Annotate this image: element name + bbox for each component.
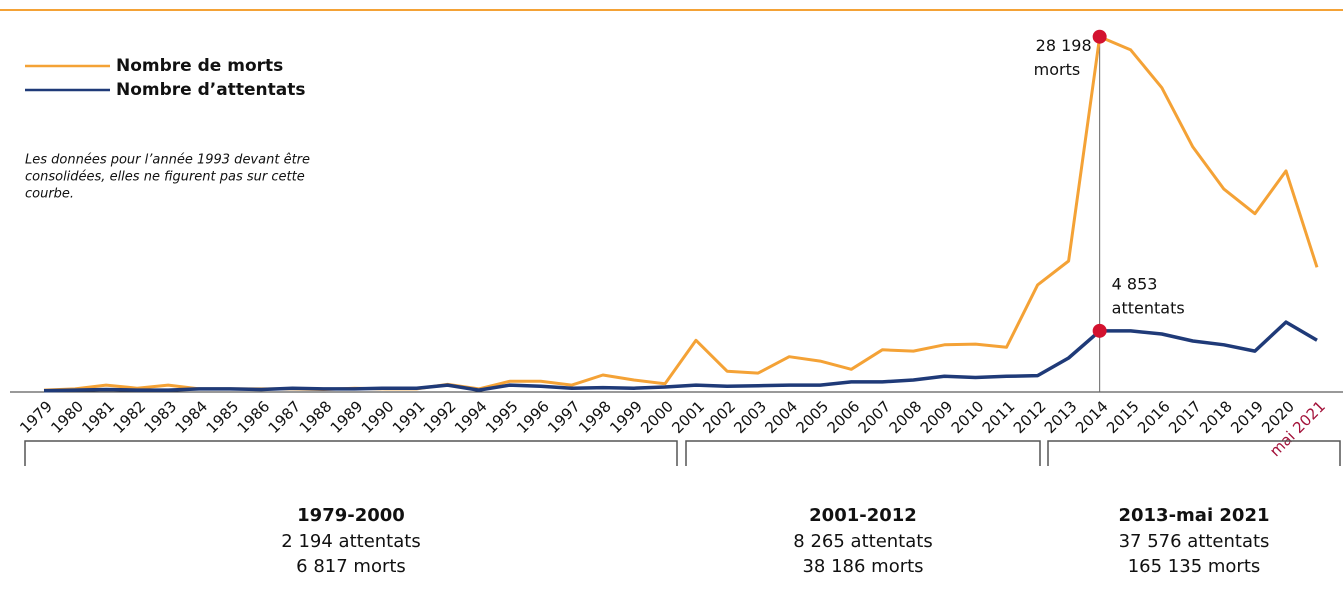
annotation-value: 4 853 xyxy=(1112,274,1158,293)
x-tick-label: 2014 xyxy=(1072,397,1112,437)
period-detail: 165 135 morts xyxy=(1128,556,1261,577)
x-tick-label: 2017 xyxy=(1165,397,1205,437)
x-tick-label: 1996 xyxy=(513,397,553,437)
x-tick-label: 1990 xyxy=(358,397,398,437)
annotation-unit: morts xyxy=(1034,60,1081,79)
x-tick-label: 2003 xyxy=(730,397,770,437)
x-tick-label: 2012 xyxy=(1010,397,1050,437)
x-tick-label: 2015 xyxy=(1103,397,1143,437)
series-line xyxy=(43,320,1318,393)
x-tick-label: 1994 xyxy=(451,397,491,437)
period-detail: 8 265 attentats xyxy=(793,531,932,552)
period-bracket xyxy=(1047,440,1341,466)
period-label: 1979-2000 xyxy=(297,505,405,526)
x-tick-label: 1987 xyxy=(265,397,305,437)
annotation-value: 28 198 xyxy=(1036,36,1092,55)
period-detail: 2 194 attentats xyxy=(281,531,420,552)
x-tick-label: 2019 xyxy=(1227,397,1267,437)
x-tick-label: 2013 xyxy=(1041,397,1081,437)
x-tick-label: 1985 xyxy=(203,397,243,437)
period-detail: 6 817 morts xyxy=(296,556,406,577)
x-tick-label: 2005 xyxy=(792,397,832,437)
x-tick-label: 2000 xyxy=(637,397,677,437)
x-tick-label: 1998 xyxy=(575,397,615,437)
highlight-point xyxy=(1092,323,1107,338)
x-tick-label: 2009 xyxy=(917,397,957,437)
x-tick-label: 1999 xyxy=(606,397,646,437)
period-bracket xyxy=(685,440,1041,466)
x-tick-label: 1984 xyxy=(172,397,212,437)
period-label: 2001-2012 xyxy=(809,505,917,526)
x-tick-label: 1979 xyxy=(16,397,56,437)
period-label: 2013-mai 2021 xyxy=(1118,505,1269,526)
x-tick-label: 2002 xyxy=(699,397,739,437)
period-detail: 37 576 attentats xyxy=(1119,531,1270,552)
x-tick-label: 1981 xyxy=(78,397,118,437)
x-tick-label: 1986 xyxy=(234,397,274,437)
x-tick-label: 1992 xyxy=(420,397,460,437)
x-tick-label: 2010 xyxy=(948,397,988,437)
x-tick-label: 1983 xyxy=(140,397,180,437)
x-tick-label: 1980 xyxy=(47,397,87,437)
x-tick-label: 2004 xyxy=(761,397,801,437)
legend-label: Nombre de morts xyxy=(116,56,283,76)
period-detail: 38 186 morts xyxy=(802,556,923,577)
annotation-unit: attentats xyxy=(1112,298,1185,317)
x-tick-label: 1997 xyxy=(544,397,584,437)
x-tick-label: 2007 xyxy=(855,397,895,437)
x-tick-label: 1995 xyxy=(482,397,522,437)
note: courbe. xyxy=(25,187,74,202)
period-bracket xyxy=(24,440,678,466)
x-tick-label: 2006 xyxy=(824,397,864,437)
x-tick-label: 2018 xyxy=(1196,397,1236,437)
x-tick-label: 1991 xyxy=(389,397,429,437)
note: consolidées, elles ne figurent pas sur c… xyxy=(25,170,305,185)
x-tick-label: 1989 xyxy=(327,397,367,437)
x-tick-label: 2001 xyxy=(668,397,708,437)
legend-label: Nombre d’attentats xyxy=(116,80,305,100)
highlight-point xyxy=(1092,29,1107,44)
x-tick-label: 1988 xyxy=(296,397,336,437)
x-tick-label: 2008 xyxy=(886,397,926,437)
x-tick-label: 2011 xyxy=(979,397,1019,437)
note: Les données pour l’année 1993 devant êtr… xyxy=(25,153,310,168)
x-tick-label: 2016 xyxy=(1134,397,1174,437)
x-tick-label: 1982 xyxy=(109,397,149,437)
